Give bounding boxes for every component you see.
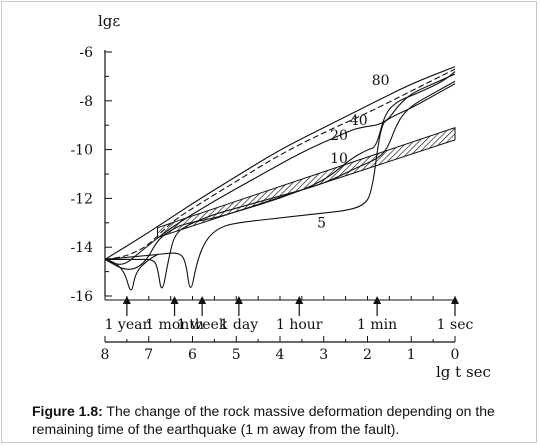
band-layer xyxy=(157,126,456,239)
time-marker-arrowhead xyxy=(451,296,459,304)
curve-label: 10 xyxy=(330,151,348,167)
x-tick-label: 3 xyxy=(319,347,328,363)
time-marker-label: 1 hour xyxy=(276,317,323,333)
time-marker-label: 1 sec xyxy=(437,317,474,333)
caption-label: Figure 1.8: xyxy=(32,403,103,419)
x-tick-label: 8 xyxy=(101,347,110,363)
y-tick-label: -6 xyxy=(79,45,93,61)
x-tick-label: 0 xyxy=(451,347,460,363)
time-marker-arrowhead xyxy=(170,296,179,304)
hatched-band xyxy=(157,126,456,239)
y-tick-label: -14 xyxy=(70,240,93,256)
y-tick-label: -12 xyxy=(70,191,93,207)
series-line-80 xyxy=(104,66,456,260)
time-marker-arrowhead xyxy=(198,296,207,304)
x-tick-label: 6 xyxy=(188,347,197,363)
time-marker-label: 1 day xyxy=(220,317,259,333)
x-tick-label: 1 xyxy=(407,347,416,363)
time-marker-arrowhead xyxy=(234,296,243,304)
series-line-10 xyxy=(105,80,456,289)
time-marker-arrowhead xyxy=(122,296,131,304)
time-marker-label: 1 year xyxy=(105,317,150,333)
figure-caption: Figure 1.8: The change of the rock massi… xyxy=(32,402,522,438)
caption-text: The change of the rock massive deformati… xyxy=(32,403,495,437)
y-axis-label: lgε xyxy=(98,12,120,30)
x-tick-label: 2 xyxy=(363,347,372,363)
time-marker-arrowhead xyxy=(373,296,382,304)
time-marker-label: 1 min xyxy=(357,317,397,333)
series-layer xyxy=(104,66,456,291)
series-line-unlabeled-5 xyxy=(104,68,456,260)
x-tick-label: 5 xyxy=(232,347,241,363)
x-tick-label: 4 xyxy=(276,347,285,363)
series-line-unlabeled-6 xyxy=(104,254,158,291)
time-marker-arrowhead xyxy=(295,296,304,304)
curve-label: 5 xyxy=(317,216,326,232)
series-line-5 xyxy=(104,83,456,289)
x-tick-label: 7 xyxy=(144,347,153,363)
y-tick-label: -10 xyxy=(70,143,93,159)
time-marker-label: 1 month xyxy=(145,317,204,333)
series-line-40 xyxy=(104,73,456,265)
x-axis-label: lg t sec xyxy=(436,363,491,381)
y-tick-label: -16 xyxy=(70,289,93,305)
y-tick-label: -8 xyxy=(79,94,93,110)
time-marker-label: 1 week xyxy=(177,317,228,333)
curve-label: 40 xyxy=(350,113,368,129)
curve-label: 20 xyxy=(330,128,348,144)
curve-label: 80 xyxy=(372,73,390,89)
